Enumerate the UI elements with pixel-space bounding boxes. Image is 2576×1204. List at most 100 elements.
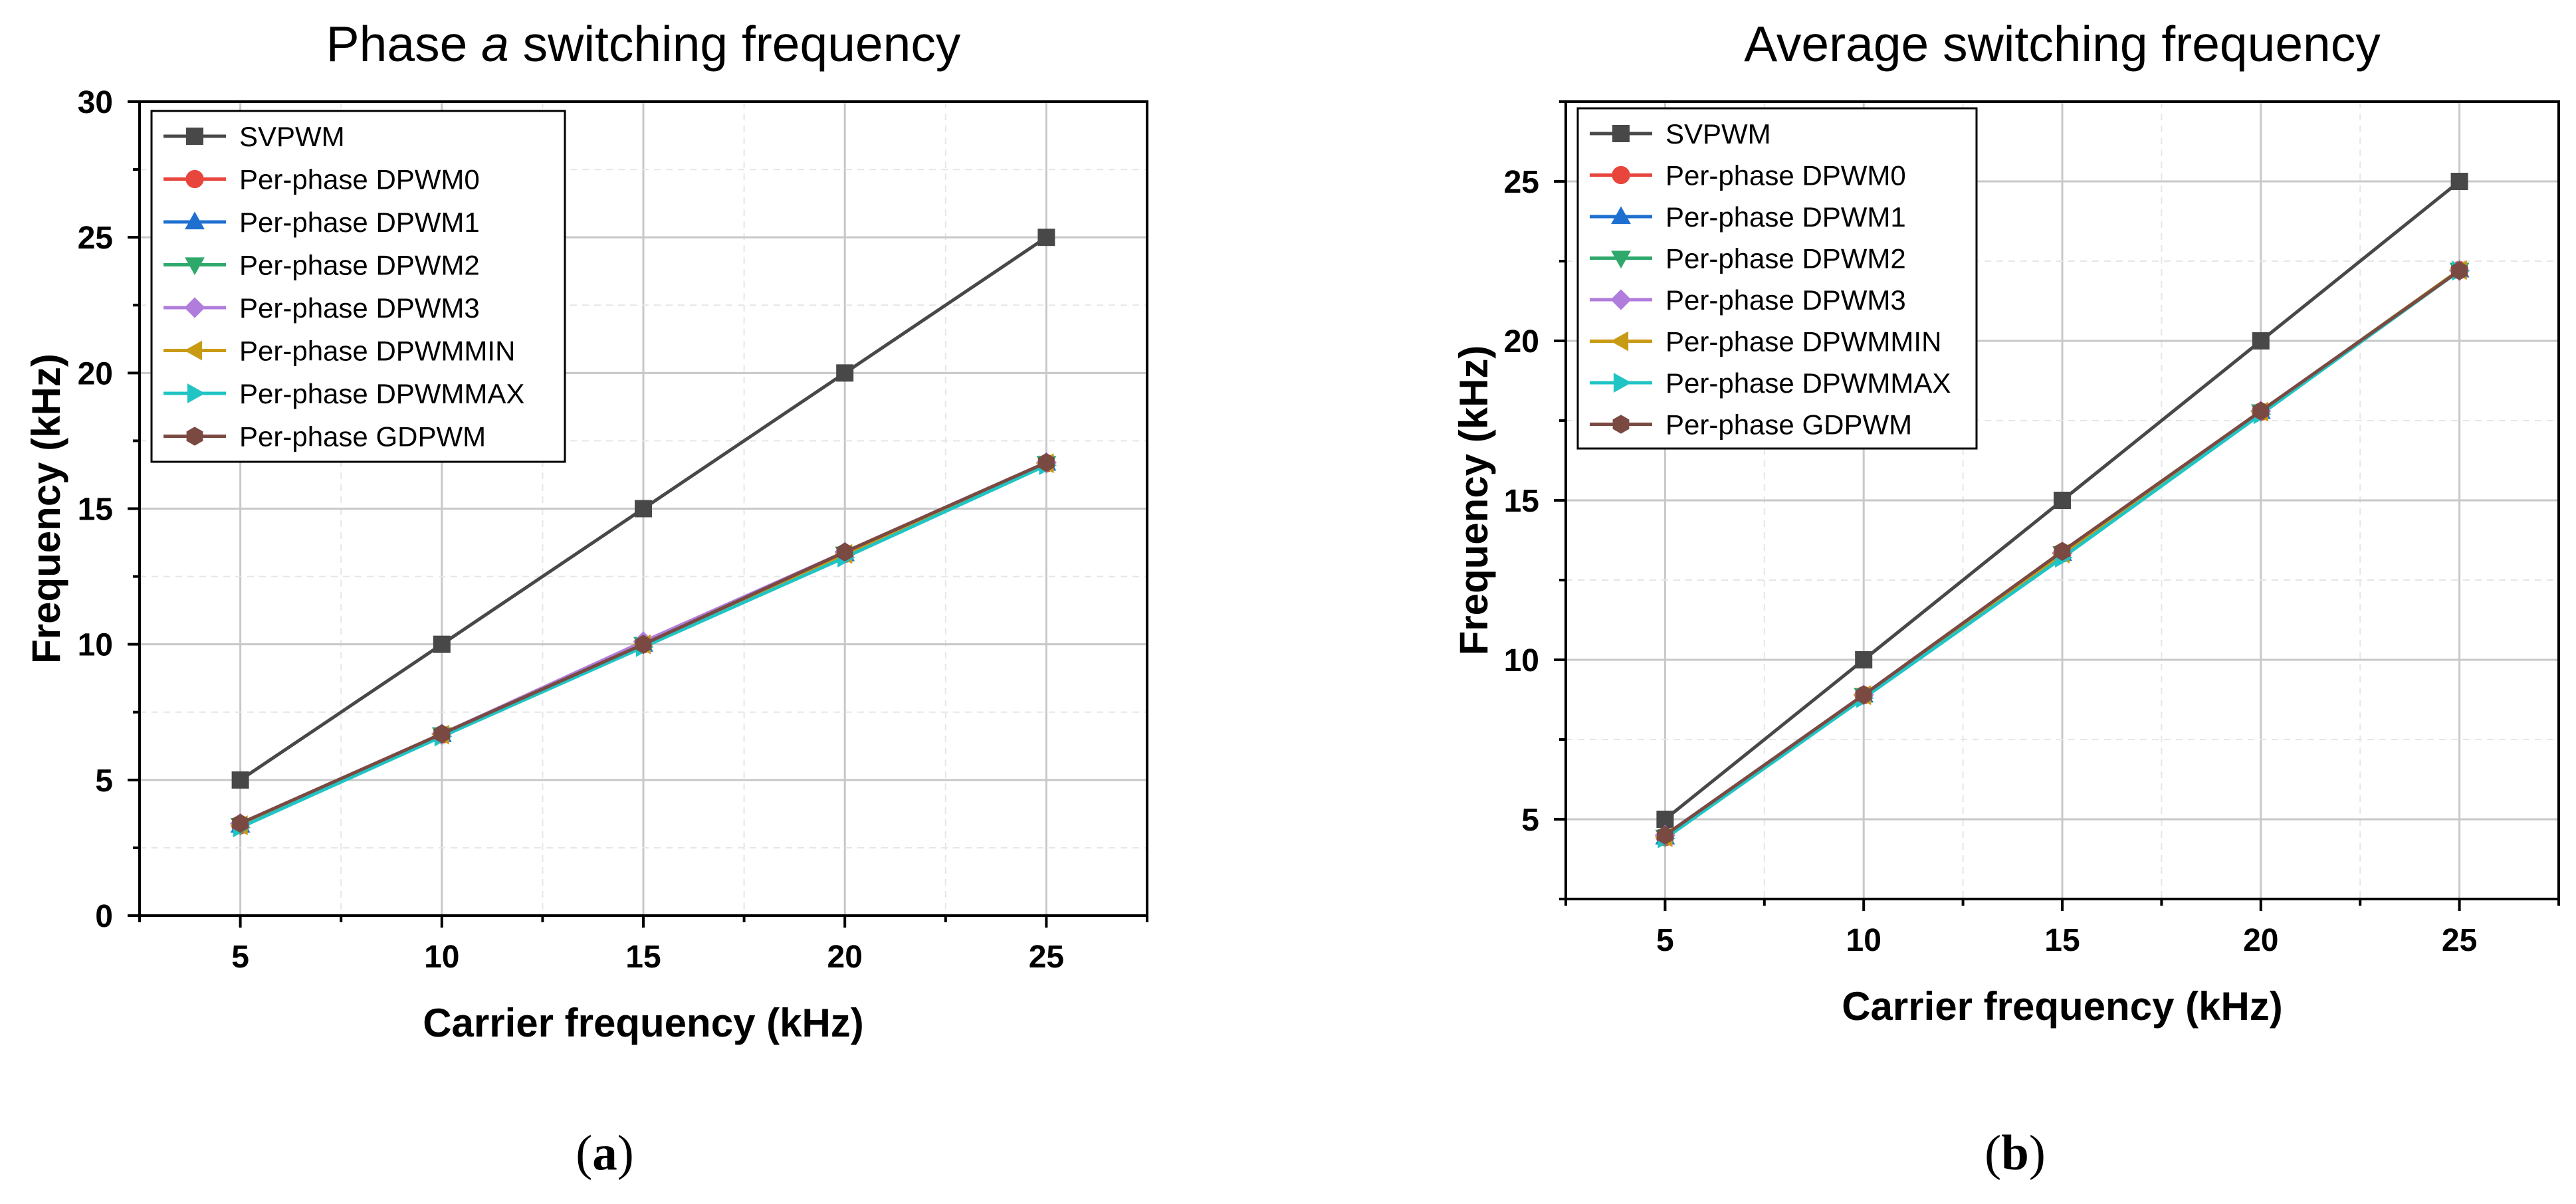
series-svpwm [231,229,1055,789]
data-point [635,500,652,518]
legend-item: Per-phase DPWM3 [163,292,480,324]
data-point [635,635,652,654]
y-tick-label: 15 [1504,484,1539,519]
legend-marker [185,257,205,276]
x-tick-label: 25 [2442,923,2477,958]
legend: SVPWM Per-phase DPWM0 Per-phase DPWM1 Per-p… [1576,107,1978,450]
y-tick-label: 20 [1504,324,1539,359]
data-point [2054,492,2071,509]
series-per-phase-gdpwm [1657,261,2468,845]
legend-label: Per-phase DPWM1 [1665,201,1906,233]
data-point [433,724,451,744]
y-axis-label: Frequency (kHz) [1451,346,1496,656]
legend-item: Per-phase DPWMMIN [163,336,515,367]
y-tick-label: 15 [78,492,113,528]
y-axis-label: Frequency (kHz) [24,353,68,664]
x-axis-label: Carrier frequency (kHz) [1842,984,2283,1029]
data-point [433,635,451,653]
legend: SVPWM Per-phase DPWM0 Per-phase DPWM1 Per-p… [150,110,566,463]
data-point [2054,542,2071,561]
data-point [1657,825,1673,845]
legend-marker [1612,125,1630,142]
legend-marker [1610,289,1632,310]
chart-average: 5 10 15 20 25 5 10 15 20 25 Average switching freq… [1451,16,2560,1029]
caption-b: (b) [1985,1126,2046,1181]
legend-item: Per-phase DPWM0 [1590,160,1906,191]
y-tick-label: 25 [78,221,113,256]
legend-item: Per-phase DPWMMAX [163,378,524,409]
data-point [2252,332,2270,350]
legend-item: Per-phase DPWMMIN [1590,326,1941,357]
legend-label: SVPWM [1665,118,1771,150]
data-point [1855,685,1872,705]
legend-marker [1611,251,1631,269]
y-tick-label: 10 [1504,643,1539,678]
legend-item: Per-phase DPWM1 [1590,201,1906,233]
legend-marker [185,211,205,230]
data-point [836,542,853,562]
chart-title: Average switching frequency [1744,16,2381,72]
x-tick-label: 25 [1029,940,1064,975]
legend-item: SVPWM [163,121,345,152]
legend-item: Per-phase DPWM3 [1590,284,1906,316]
y-tick-label: 5 [95,763,113,799]
data-point [232,813,249,833]
legend-item: Per-phase GDPWM [163,421,486,452]
legend-label: Per-phase DPWM1 [239,207,480,238]
legend-label: Per-phase DPWM2 [239,250,480,281]
data-point [2450,173,2468,190]
legend-label: Per-phase DPWM0 [239,164,480,195]
y-tick-label: 30 [78,85,113,120]
y-tick-label: 0 [95,899,113,934]
caption-a: (a) [576,1126,633,1181]
series-per-phase-gdpwm [232,452,1055,833]
legend-marker [1610,331,1629,351]
legend-label: SVPWM [239,121,345,152]
legend-box [150,110,566,463]
x-tick-label: 10 [1846,923,1881,958]
x-tick-label: 20 [827,940,863,975]
legend-marker [186,128,203,145]
data-point [2451,261,2468,280]
legend-marker [184,297,205,318]
legend-marker [1612,165,1630,185]
x-tick-label: 15 [2044,923,2080,958]
legend-marker [1613,373,1632,393]
legend-marker [184,340,203,361]
y-tick-label: 5 [1521,803,1539,838]
legend-label: Per-phase DPWM2 [1665,243,1906,274]
legend-label: Per-phase DPWMMAX [239,378,524,409]
y-tick-label: 10 [78,628,113,663]
data-point [836,364,854,382]
legend-item: Per-phase DPWM1 [163,207,480,238]
chart-phase-a: 5 10 15 20 25 0 5 10 15 20 25 30 Phase a switching f… [24,16,1148,1045]
x-tick-label: 20 [2243,923,2278,958]
legend-marker [187,383,205,403]
legend-marker [186,427,203,446]
legend-marker [1612,415,1630,434]
legend-label: Per-phase DPWM3 [1665,284,1906,316]
data-point [231,771,249,789]
x-tick-label: 5 [231,940,249,975]
legend-marker [1611,206,1631,225]
legend-label: Per-phase DPWMMIN [1665,326,1941,357]
y-tick-label: 25 [1504,165,1539,200]
chart-title: Phase a switching frequency [326,16,961,72]
legend-label: Per-phase GDPWM [239,421,486,452]
x-axis-label: Carrier frequency (kHz) [423,1001,864,1045]
legend-item: Per-phase DPWMMAX [1590,367,1951,399]
legend-label: Per-phase DPWMMIN [239,336,515,367]
series-svpwm [1656,173,2468,828]
legend-item: Per-phase GDPWM [1590,409,1912,441]
legend-item: SVPWM [1590,118,1771,150]
data-point [1038,452,1055,472]
x-tick-label: 10 [424,940,459,975]
data-point [2252,401,2270,421]
legend-label: Per-phase DPWM0 [1665,160,1906,191]
data-point [1037,229,1055,247]
data-point [1855,651,1873,668]
x-tick-label: 5 [1656,923,1674,958]
legend-marker [185,169,204,189]
legend-box [1576,107,1978,450]
